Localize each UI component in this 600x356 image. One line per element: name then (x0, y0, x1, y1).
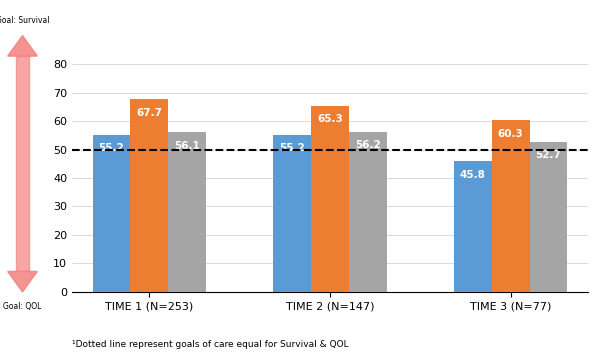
Bar (130, 99, 169, 292)
Bar (530, 142, 568, 292)
Bar (311, 106, 349, 292)
Text: 45.8: 45.8 (460, 170, 485, 180)
Bar (491, 120, 530, 292)
Text: ¹Dotted line represent goals of care equal for Survival & QOL: ¹Dotted line represent goals of care equ… (72, 340, 349, 349)
Text: 55.2: 55.2 (98, 143, 124, 153)
Polygon shape (8, 36, 37, 56)
Text: Goal: QOL: Goal: QOL (4, 302, 41, 311)
Bar (16, 56, 29, 271)
Text: 67.7: 67.7 (136, 108, 163, 117)
Polygon shape (8, 271, 37, 292)
Bar (349, 132, 387, 292)
Text: Goal: Survival: Goal: Survival (0, 16, 49, 25)
Bar (169, 132, 206, 292)
Text: 56.1: 56.1 (175, 141, 200, 151)
Text: 52.7: 52.7 (536, 150, 562, 160)
Text: 65.3: 65.3 (317, 115, 343, 125)
Bar (454, 162, 491, 292)
Text: 56.2: 56.2 (355, 140, 381, 150)
Text: 55.2: 55.2 (279, 143, 305, 153)
Legend: MD, MD_Imp FSDM, FSDM: MD, MD_Imp FSDM, FSDM (340, 354, 583, 356)
Text: 60.3: 60.3 (498, 129, 523, 139)
Bar (92, 135, 130, 292)
Bar (273, 135, 311, 292)
